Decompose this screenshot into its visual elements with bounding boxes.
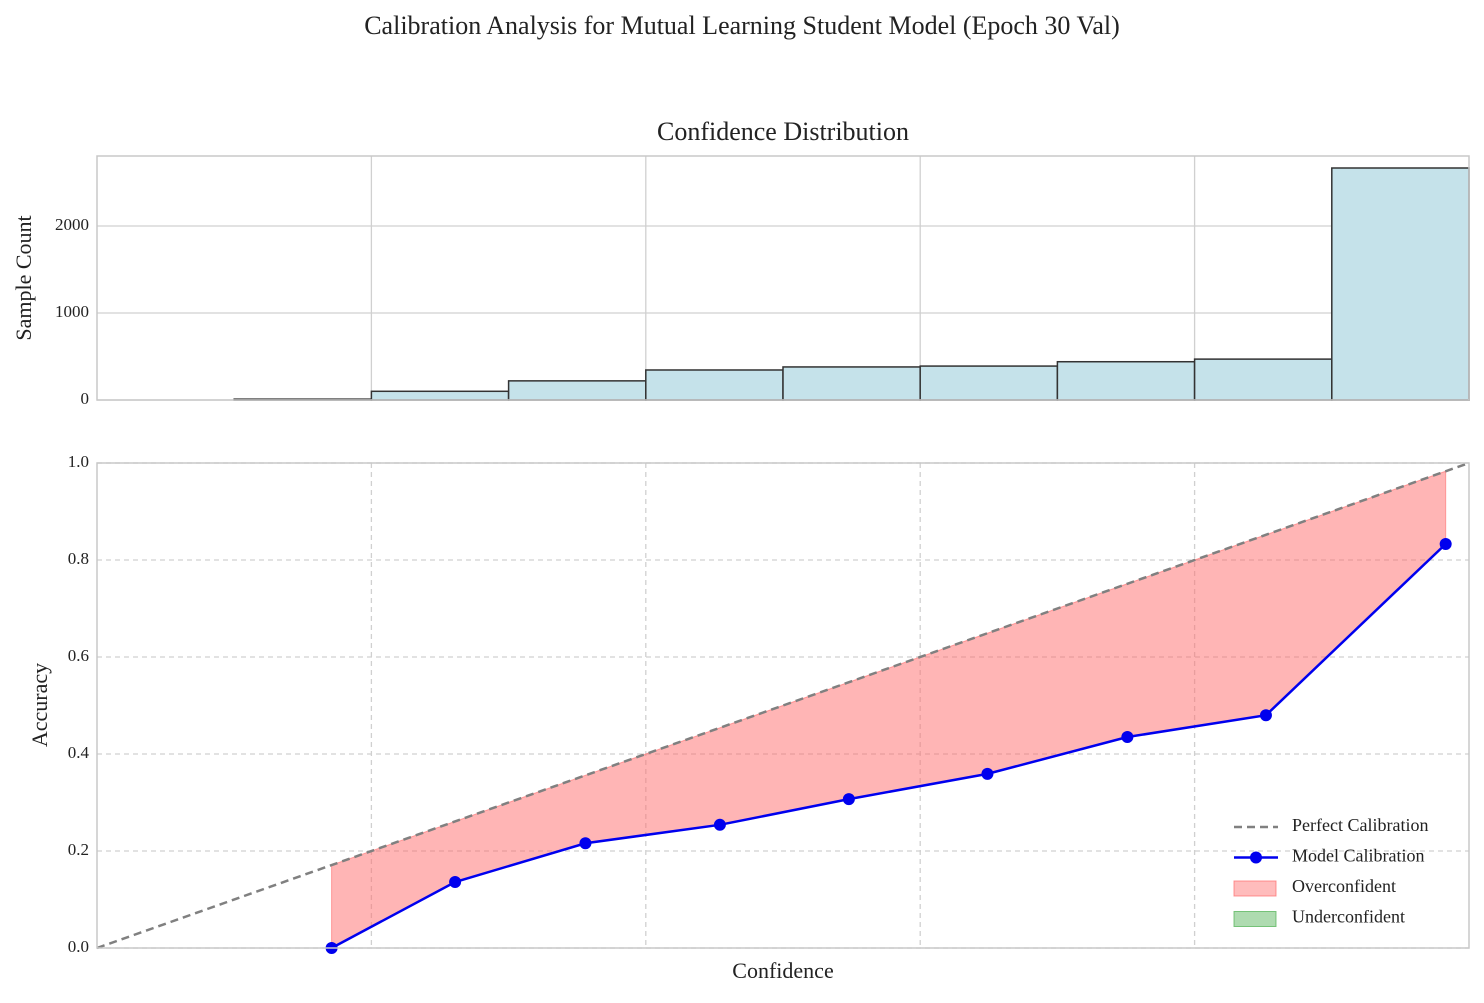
y-tick-label: 0 — [81, 389, 90, 408]
histogram-bar — [1193, 358, 1333, 401]
data-point — [713, 818, 726, 831]
plot-frame — [96, 462, 1470, 949]
histogram-bar — [1331, 167, 1470, 401]
histogram-bar — [507, 380, 647, 401]
legend-swatch — [1233, 880, 1277, 897]
y-axis-label: Accuracy — [27, 663, 52, 747]
data-point — [981, 767, 994, 780]
histogram-bar — [645, 369, 784, 401]
y-tick-label: 0.0 — [68, 937, 89, 956]
legend-swatch — [1233, 911, 1277, 927]
data-point — [579, 837, 592, 850]
y-tick-label: 1.0 — [68, 452, 89, 471]
figure-title: Calibration Analysis for Mutual Learning… — [364, 11, 1120, 40]
legend-label: Model Calibration — [1292, 846, 1424, 866]
histogram-bar — [919, 365, 1059, 401]
data-point — [842, 793, 855, 806]
histogram-bar — [1056, 360, 1196, 401]
data-point — [1121, 731, 1134, 744]
y-tick-label: 2000 — [55, 215, 89, 234]
plot-frame — [96, 155, 1470, 401]
legend-label: Underconfident — [1292, 907, 1405, 927]
series-line — [96, 461, 1470, 950]
overconfident-area — [331, 470, 1447, 949]
y-tick-label: 0.6 — [68, 646, 89, 665]
legend-marker — [1250, 851, 1262, 864]
y-tick-label: 1000 — [55, 302, 89, 321]
data-point — [1259, 709, 1272, 722]
y-tick-label: 0.2 — [68, 840, 89, 859]
legend-label: Perfect Calibration — [1292, 815, 1428, 835]
y-tick-label: 0.4 — [68, 743, 90, 762]
panel-title: Confidence Distribution — [657, 117, 909, 146]
x-axis-label: Confidence — [732, 958, 833, 983]
histogram-bar — [782, 366, 921, 401]
y-axis-label: Sample Count — [11, 215, 36, 340]
y-tick-label: 0.8 — [68, 549, 89, 568]
data-point — [449, 876, 462, 889]
data-point — [1439, 537, 1452, 550]
histogram-bar — [370, 390, 510, 401]
legend-label: Overconfident — [1292, 876, 1396, 896]
